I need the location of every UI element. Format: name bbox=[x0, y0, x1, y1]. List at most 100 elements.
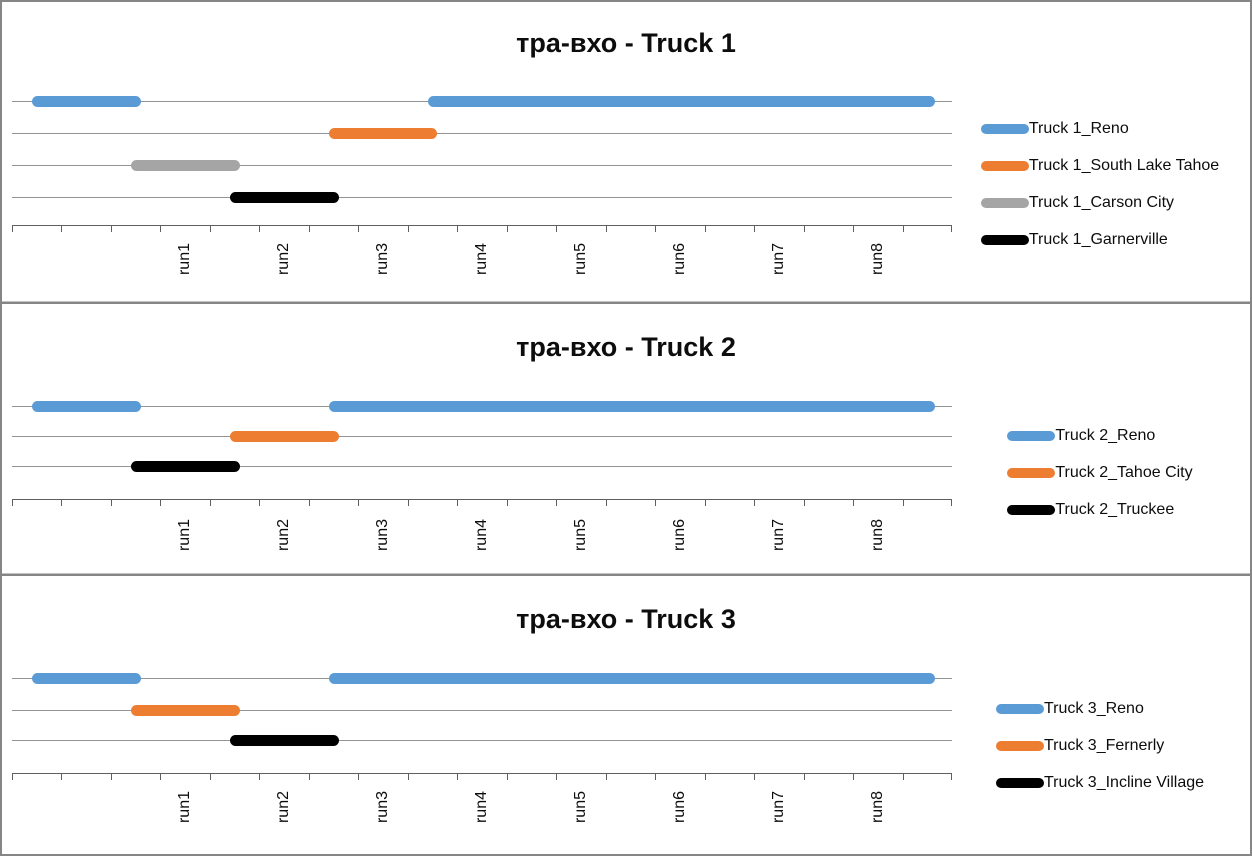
legend-series-marker-icon bbox=[995, 740, 1044, 751]
axis-tick bbox=[209, 226, 211, 232]
axis-tick bbox=[655, 500, 657, 506]
legend-series-label: Truck 3_Fernerly bbox=[1043, 736, 1165, 754]
legend-item-truck-2-reno[interactable]: Truck 2_Reno bbox=[1007, 417, 1192, 454]
axis-tick bbox=[457, 226, 459, 232]
axis-tick bbox=[457, 500, 459, 506]
axis-tick bbox=[902, 774, 904, 780]
axis-tick bbox=[110, 226, 112, 232]
bar-truck-1-garnerville-segment-1[interactable] bbox=[229, 192, 339, 203]
legend-series-marker-icon bbox=[1007, 430, 1056, 441]
legend-item-truck-2-tahoe-city[interactable]: Truck 2_Tahoe City bbox=[1007, 454, 1193, 491]
legend-item-truck-3-reno[interactable]: Truck 3_Reno bbox=[995, 690, 1204, 727]
bar-truck-1-reno-segment-2[interactable] bbox=[427, 96, 935, 107]
x-axis-label-run8: run8 bbox=[868, 242, 886, 276]
axis-tick bbox=[457, 774, 459, 780]
legend-series-label: Truck 2_Reno bbox=[1055, 426, 1156, 444]
bar-truck-1-carson-city-segment-1[interactable] bbox=[130, 160, 240, 171]
legend-series-label: Truck 3_Incline Village bbox=[1043, 773, 1205, 791]
legend-series-marker-icon bbox=[1007, 504, 1056, 515]
axis-tick bbox=[12, 226, 13, 232]
legend-item-truck-3-fernerly[interactable]: Truck 3_Fernerly bbox=[995, 727, 1204, 764]
axis-tick bbox=[704, 226, 706, 232]
bar-truck-2-reno-segment-1[interactable] bbox=[31, 401, 141, 412]
legend-series-label: Truck 1_South Lake Tahoe bbox=[1028, 156, 1220, 174]
bar-truck-1-reno-segment-1[interactable] bbox=[31, 96, 141, 107]
bar-truck-3-incline-village-segment-1[interactable] bbox=[229, 735, 339, 746]
axis-tick bbox=[160, 500, 162, 506]
axis-tick bbox=[655, 226, 657, 232]
axis-tick bbox=[951, 774, 952, 780]
axis-tick bbox=[556, 500, 558, 506]
axis-tick bbox=[506, 774, 508, 780]
x-axis-label-run4: run4 bbox=[473, 518, 490, 552]
axis-tick bbox=[605, 226, 607, 232]
axis-tick bbox=[209, 774, 211, 780]
x-axis-label-run6: run6 bbox=[670, 790, 688, 824]
axis-tick bbox=[61, 500, 63, 506]
legend-series-label: Truck 3_Reno bbox=[1043, 699, 1144, 717]
bar-truck-3-reno-segment-2[interactable] bbox=[328, 673, 935, 684]
axis-tick bbox=[704, 774, 706, 780]
legend-item-truck-1-garnerville[interactable]: Truck 1_Garnerville bbox=[980, 221, 1219, 258]
axis-tick bbox=[754, 774, 756, 780]
x-axis-label-run5: run5 bbox=[571, 790, 589, 824]
gridline bbox=[12, 710, 952, 711]
legend-series-label: Truck 1_Reno bbox=[1028, 119, 1129, 137]
gridline bbox=[12, 133, 952, 134]
legend-series-marker-icon bbox=[1007, 467, 1056, 478]
axis-tick bbox=[110, 500, 112, 506]
bar-truck-3-fernerly-segment-1[interactable] bbox=[130, 705, 240, 716]
x-axis-label-run5: run5 bbox=[571, 242, 589, 276]
gridline bbox=[12, 197, 952, 198]
axis-tick bbox=[902, 500, 904, 506]
axis-tick bbox=[853, 226, 855, 232]
bar-truck-2-tahoe-city-segment-1[interactable] bbox=[229, 431, 339, 442]
legend-item-truck-3-incline-village[interactable]: Truck 3_Incline Village bbox=[995, 764, 1205, 801]
axis-tick bbox=[358, 226, 360, 232]
bar-truck-1-south-lake-tahoe-segment-1[interactable] bbox=[328, 128, 438, 139]
axis-tick bbox=[259, 500, 261, 506]
legend-item-truck-2-truckee[interactable]: Truck 2_Truckee bbox=[1007, 491, 1192, 528]
x-axis-label-run4: run4 bbox=[473, 790, 490, 824]
legend-series-marker-icon bbox=[980, 197, 1029, 208]
axis-tick bbox=[407, 774, 409, 780]
legend-series-label: Truck 2_Truckee bbox=[1055, 500, 1175, 518]
legend-series-marker-icon bbox=[980, 234, 1029, 245]
axis-tick bbox=[160, 774, 162, 780]
x-axis bbox=[12, 773, 952, 780]
x-axis-label-run4: run4 bbox=[473, 242, 490, 276]
bar-truck-2-reno-segment-2[interactable] bbox=[328, 401, 935, 412]
legend-series-marker-icon bbox=[980, 160, 1029, 171]
gridline bbox=[12, 165, 952, 166]
legend-series-marker-icon bbox=[995, 703, 1044, 714]
legend-entries: Truck 1_Reno Truck 1_South Lake Tahoe Truc… bbox=[980, 110, 1220, 258]
axis-tick bbox=[61, 774, 63, 780]
axis-tick bbox=[308, 500, 310, 506]
legend-item-truck-1-carson-city[interactable]: Truck 1_Carson City bbox=[980, 184, 1219, 221]
legend-entries: Truck 3_Reno Truck 3_Fernerly Truck 3_Incl… bbox=[995, 690, 1205, 801]
axis-tick bbox=[110, 774, 112, 780]
x-axis-label-run7: run7 bbox=[769, 242, 787, 276]
chart-panel-truck-3: тра-вхо - Truck 3 run1 run2 run3 run4 run5 run… bbox=[2, 574, 1250, 848]
x-axis-label-run8: run8 bbox=[868, 790, 886, 824]
legend: Truck 3_Reno Truck 3_Fernerly Truck 3_Incl… bbox=[952, 690, 1248, 801]
x-axis-label-run6: run6 bbox=[670, 242, 688, 276]
x-axis-label-run5: run5 bbox=[571, 518, 589, 552]
chart-title: тра-вхо - Truck 3 bbox=[516, 604, 736, 634]
x-axis-label-run3: run3 bbox=[374, 790, 392, 824]
x-axis-label-run3: run3 bbox=[374, 242, 392, 276]
bar-truck-3-reno-segment-1[interactable] bbox=[31, 673, 141, 684]
x-axis bbox=[12, 499, 952, 506]
axis-tick bbox=[951, 500, 952, 506]
x-axis-label-run8: run8 bbox=[868, 518, 886, 552]
legend: Truck 1_Reno Truck 1_South Lake Tahoe Truc… bbox=[952, 110, 1248, 258]
axis-tick bbox=[902, 226, 904, 232]
axis-tick bbox=[754, 500, 756, 506]
legend-item-truck-1-reno[interactable]: Truck 1_Reno bbox=[980, 110, 1219, 147]
bar-truck-2-truckee-segment-1[interactable] bbox=[130, 461, 240, 472]
legend-series-label: Truck 1_Garnerville bbox=[1028, 230, 1168, 248]
x-axis-label-run1: run1 bbox=[176, 790, 194, 824]
legend-item-truck-1-south-lake-tahoe[interactable]: Truck 1_South Lake Tahoe bbox=[980, 147, 1220, 184]
legend-series-label: Truck 2_Tahoe City bbox=[1055, 463, 1193, 481]
